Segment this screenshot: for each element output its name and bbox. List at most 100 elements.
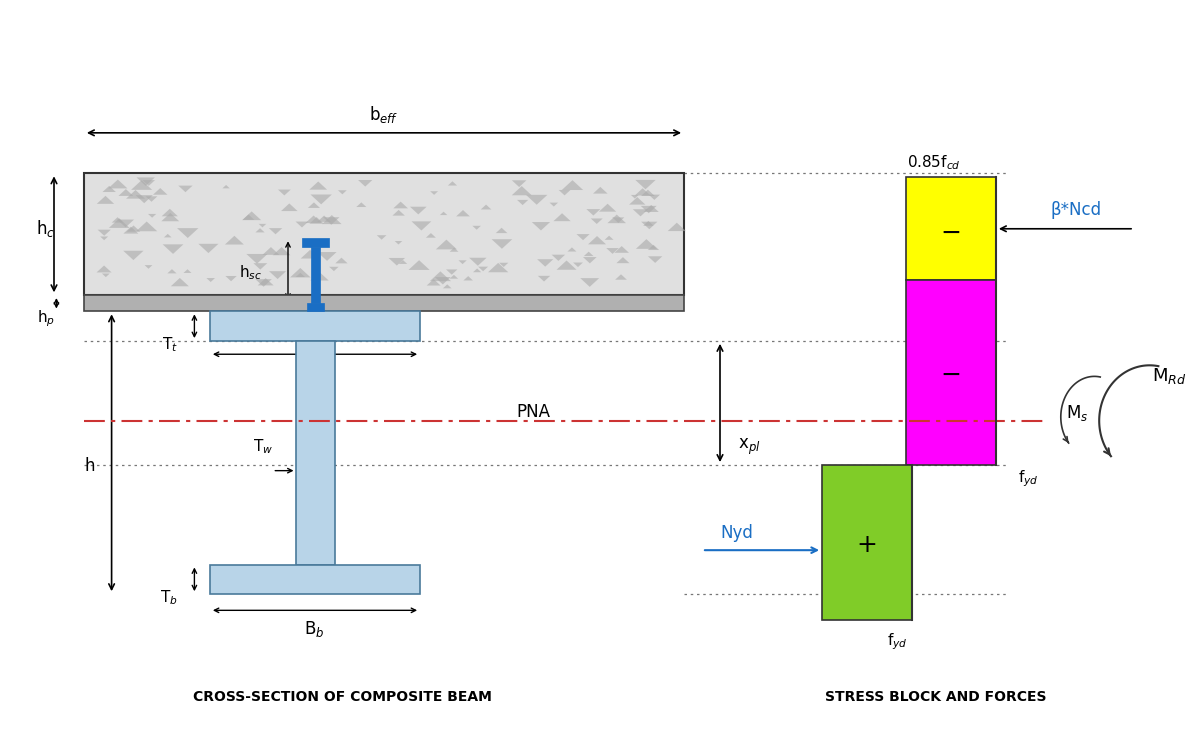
Polygon shape — [492, 239, 512, 249]
Text: M$_{Rd}$: M$_{Rd}$ — [1152, 366, 1187, 387]
Text: T$_{w}$: T$_{w}$ — [253, 437, 274, 456]
Polygon shape — [588, 236, 606, 244]
Polygon shape — [446, 269, 457, 275]
Polygon shape — [481, 204, 491, 210]
Polygon shape — [389, 258, 406, 266]
Polygon shape — [631, 195, 638, 199]
Polygon shape — [311, 272, 329, 280]
Polygon shape — [224, 235, 244, 244]
Bar — [296, 341, 335, 565]
Polygon shape — [612, 218, 624, 223]
Polygon shape — [392, 210, 404, 215]
Text: h$_{p}$: h$_{p}$ — [36, 308, 55, 329]
Polygon shape — [607, 215, 626, 223]
Polygon shape — [562, 180, 583, 190]
Text: f$_{yd}$: f$_{yd}$ — [887, 632, 908, 652]
Polygon shape — [641, 190, 655, 196]
Polygon shape — [256, 279, 272, 287]
Polygon shape — [469, 258, 486, 266]
Polygon shape — [161, 213, 179, 221]
Polygon shape — [102, 186, 116, 192]
Polygon shape — [511, 186, 532, 196]
Polygon shape — [167, 269, 176, 273]
Polygon shape — [408, 261, 430, 270]
Polygon shape — [641, 221, 658, 230]
Polygon shape — [96, 266, 112, 272]
Polygon shape — [310, 217, 324, 224]
Polygon shape — [198, 244, 218, 253]
Polygon shape — [488, 263, 509, 272]
Polygon shape — [295, 273, 305, 277]
Bar — [906, 177, 996, 280]
Polygon shape — [127, 225, 140, 232]
Polygon shape — [552, 255, 565, 261]
Text: M$_{s}$: M$_{s}$ — [1066, 403, 1088, 424]
Polygon shape — [584, 252, 594, 256]
Polygon shape — [499, 263, 509, 267]
Polygon shape — [144, 265, 152, 269]
Polygon shape — [184, 269, 192, 273]
Polygon shape — [410, 207, 427, 215]
Polygon shape — [550, 203, 558, 207]
Polygon shape — [553, 213, 571, 221]
Polygon shape — [318, 252, 337, 261]
Text: x$_{pl}$: x$_{pl}$ — [738, 436, 761, 457]
Polygon shape — [538, 276, 551, 281]
Text: −: − — [940, 221, 961, 244]
Polygon shape — [143, 180, 155, 186]
Text: 0.85f$_{cd}$: 0.85f$_{cd}$ — [907, 153, 960, 172]
Polygon shape — [162, 209, 178, 216]
Polygon shape — [119, 189, 133, 196]
Polygon shape — [306, 215, 322, 223]
Text: B$_{t}$: B$_{t}$ — [316, 339, 332, 359]
Polygon shape — [272, 247, 290, 255]
Polygon shape — [430, 272, 451, 281]
Bar — [210, 565, 420, 594]
Polygon shape — [338, 190, 347, 194]
Polygon shape — [629, 197, 646, 204]
Polygon shape — [643, 221, 654, 226]
Polygon shape — [124, 227, 138, 234]
Polygon shape — [587, 209, 600, 215]
Polygon shape — [643, 205, 659, 212]
Polygon shape — [606, 248, 619, 254]
Polygon shape — [102, 274, 109, 277]
Polygon shape — [635, 188, 650, 196]
Text: PNA: PNA — [516, 403, 550, 421]
Polygon shape — [458, 261, 467, 264]
Polygon shape — [473, 226, 481, 230]
Polygon shape — [394, 201, 408, 208]
Polygon shape — [605, 235, 613, 240]
Polygon shape — [398, 260, 407, 264]
Polygon shape — [323, 217, 340, 225]
Polygon shape — [112, 217, 124, 223]
Polygon shape — [581, 278, 599, 287]
Polygon shape — [377, 235, 386, 240]
Polygon shape — [290, 268, 311, 277]
Polygon shape — [295, 221, 308, 227]
Polygon shape — [616, 275, 626, 280]
Polygon shape — [526, 195, 547, 204]
Bar — [302, 238, 329, 247]
Bar — [84, 295, 684, 311]
Text: T$_{t}$: T$_{t}$ — [162, 335, 178, 354]
Polygon shape — [667, 223, 686, 231]
Polygon shape — [301, 250, 319, 258]
Polygon shape — [568, 247, 576, 252]
Polygon shape — [310, 182, 328, 190]
Polygon shape — [164, 234, 172, 238]
Polygon shape — [576, 234, 589, 240]
Polygon shape — [538, 259, 553, 266]
Polygon shape — [590, 218, 602, 224]
Polygon shape — [532, 222, 550, 230]
Polygon shape — [136, 221, 157, 231]
Polygon shape — [557, 261, 576, 270]
Polygon shape — [126, 190, 145, 199]
Polygon shape — [496, 228, 508, 233]
Text: T$_{b}$: T$_{b}$ — [160, 588, 178, 607]
Polygon shape — [259, 224, 266, 227]
Text: B$_{b}$: B$_{b}$ — [304, 618, 325, 639]
Polygon shape — [356, 202, 366, 207]
Polygon shape — [436, 240, 457, 249]
Polygon shape — [206, 278, 215, 282]
